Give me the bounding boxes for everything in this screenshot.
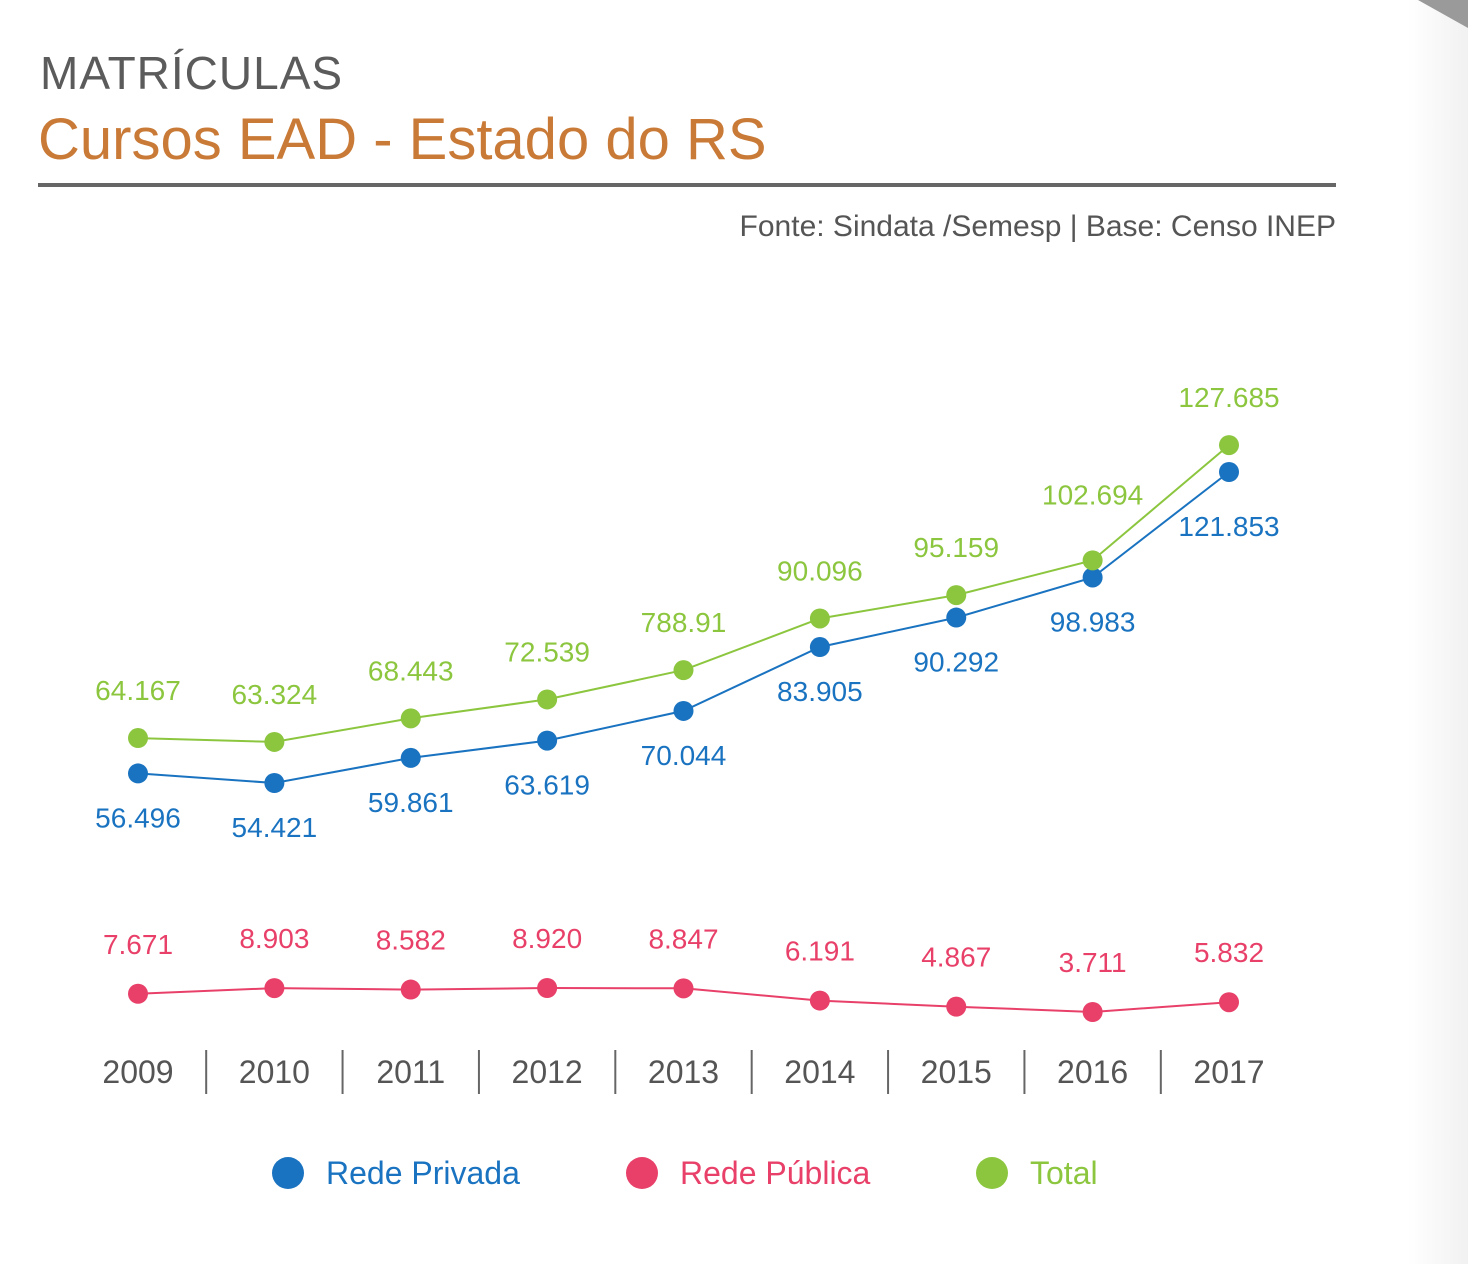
data-point-total [673,660,694,681]
data-point-total [128,728,148,749]
data-point-rede-privada [264,773,285,793]
data-label-rede-publica: 8.903 [239,923,309,954]
title-divider [38,183,1336,187]
data-label-rede-publica: 8.920 [512,923,582,954]
data-label-total: 95.159 [913,532,999,563]
data-point-total [1082,550,1103,571]
corner-tab-decoration [1418,0,1468,28]
legend-label-rede-privada: Rede Privada [326,1154,520,1191]
data-point-rede-publica [537,978,558,998]
data-label-total: 63.324 [232,679,318,710]
data-point-rede-publica [1082,1002,1103,1022]
x-tick-label: 2011 [376,1054,445,1090]
legend-label-total: Total [1030,1154,1098,1191]
data-label-total: 72.539 [504,636,590,667]
data-label-rede-privada: 70.044 [641,740,727,771]
legend-item-rede-publica: Rede Pública [626,1148,870,1198]
data-label-rede-privada: 121.853 [1178,511,1279,542]
data-label-rede-privada: 56.496 [95,802,181,833]
legend-dot-rede-privada [272,1157,304,1189]
data-label-rede-publica: 6.191 [785,936,855,967]
data-label-rede-publica: 7.671 [103,929,173,960]
x-tick-label: 2017 [1193,1054,1264,1090]
data-label-total: 102.694 [1042,479,1143,510]
legend-dot-rede-publica [626,1157,658,1189]
data-label-total: 127.685 [1178,382,1279,413]
data-point-rede-publica [673,978,694,999]
data-point-rede-publica [400,979,421,1000]
chart-legend: Rede Privada Rede Pública Total [0,1148,1468,1198]
data-point-rede-publica [128,983,148,1004]
data-label-total: 64.167 [95,675,181,706]
data-label-rede-privada: 90.292 [913,647,999,678]
chart-subtitle: Cursos EAD - Estado do RS [38,107,767,172]
x-tick-label: 2015 [921,1054,992,1090]
data-label-rede-privada: 59.861 [368,787,454,818]
data-point-rede-publica [1219,992,1239,1013]
data-point-rede-privada [809,637,830,658]
data-label-rede-publica: 3.711 [1059,947,1127,978]
data-point-rede-publica [809,990,830,1011]
data-label-total: 90.096 [777,555,863,586]
page-edge-decoration [1408,0,1468,1264]
legend-item-total: Total [976,1148,1098,1198]
x-tick-label: 2016 [1057,1054,1128,1090]
data-point-rede-privada [1219,462,1239,482]
data-point-total [946,585,967,606]
legend-label-rede-publica: Rede Pública [680,1154,871,1191]
legend-item-rede-privada: Rede Privada [272,1148,520,1198]
data-label-rede-publica: 5.832 [1194,937,1264,968]
data-label-rede-publica: 8.847 [648,923,718,954]
data-point-total [400,708,421,729]
data-point-rede-privada [946,607,967,628]
data-label-rede-privada: 63.619 [504,770,590,801]
data-label-rede-privada: 98.983 [1050,606,1136,637]
data-label-rede-publica: 4.867 [921,942,991,973]
legend-dot-total [976,1157,1008,1189]
data-point-rede-privada [673,700,694,721]
data-point-total [537,689,558,710]
x-tick-label: 2013 [648,1054,719,1090]
x-tick-label: 2009 [102,1054,173,1090]
data-label-rede-publica: 8.582 [376,925,446,956]
data-label-rede-privada: 83.905 [777,676,863,707]
page-title: MATRÍCULAS [40,47,344,99]
data-point-total [264,731,285,752]
data-label-total: 788.91 [641,607,727,638]
data-point-rede-privada [1082,567,1103,588]
x-tick-label: 2014 [784,1054,855,1090]
data-point-total [809,608,830,629]
data-point-rede-publica [264,978,285,999]
data-point-rede-privada [128,763,148,784]
source-note: Fonte: Sindata /Semesp | Base: Censo INE… [739,210,1336,243]
data-point-total [1219,435,1239,456]
data-point-rede-privada [537,730,558,751]
data-label-rede-privada: 54.421 [232,812,318,843]
data-label-total: 68.443 [368,655,454,686]
data-point-rede-publica [946,996,967,1017]
x-tick-label: 2012 [512,1054,583,1090]
data-point-rede-privada [400,747,421,768]
x-tick-label: 2010 [239,1054,310,1090]
